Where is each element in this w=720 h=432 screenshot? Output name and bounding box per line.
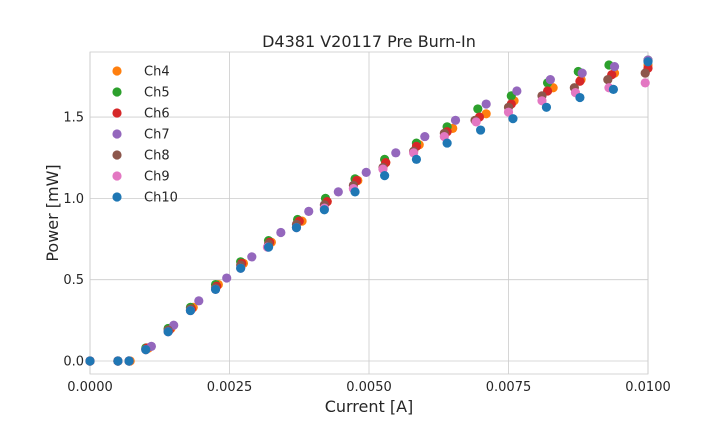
data-point xyxy=(85,356,95,366)
data-point xyxy=(163,327,173,337)
legend-marker xyxy=(112,108,122,118)
data-point xyxy=(291,223,302,233)
data-point xyxy=(113,356,123,366)
data-point xyxy=(350,187,360,197)
data-points xyxy=(85,55,653,366)
data-point xyxy=(247,252,257,262)
legend-marker xyxy=(112,171,122,181)
legend-label: Ch10 xyxy=(144,191,178,206)
legend-marker xyxy=(112,66,122,76)
data-point xyxy=(508,114,518,124)
data-point xyxy=(512,86,522,96)
data-point xyxy=(545,75,555,85)
legend-label: Ch7 xyxy=(144,128,170,143)
data-point xyxy=(471,117,481,127)
data-point xyxy=(210,284,221,295)
legend-item: Ch5 xyxy=(112,86,170,101)
data-point xyxy=(333,187,343,197)
data-point xyxy=(608,84,619,94)
legend-label: Ch4 xyxy=(144,65,170,80)
data-point xyxy=(473,104,483,114)
legend-item: Ch4 xyxy=(112,65,170,80)
y-tick-label: 0.0 xyxy=(63,354,84,369)
chart-title: D4381 V20117 Pre Burn-In xyxy=(262,32,476,51)
legend-item: Ch10 xyxy=(112,191,178,206)
data-point xyxy=(124,356,134,366)
data-point xyxy=(575,92,585,103)
data-point xyxy=(640,68,650,78)
y-tick-label: 1.5 xyxy=(63,111,84,126)
legend-marker xyxy=(112,150,122,160)
y-tick-label: 1.0 xyxy=(63,192,84,207)
legend-item: Ch7 xyxy=(112,128,170,143)
x-tick-label: 0.0050 xyxy=(346,380,392,395)
data-point xyxy=(411,154,422,164)
data-point xyxy=(577,68,587,78)
legend-label: Ch9 xyxy=(144,170,170,185)
data-point xyxy=(222,273,232,283)
data-point xyxy=(263,242,274,252)
data-point xyxy=(476,125,486,135)
axis-ticks: 0.0000 0.0025 0.0050 0.0075 0.0100 0.0 0.5 1.0 1… xyxy=(63,111,670,395)
legend-label: Ch6 xyxy=(144,107,170,122)
data-point xyxy=(185,305,196,316)
x-tick-label: 0.0025 xyxy=(207,380,253,395)
data-point xyxy=(609,62,620,72)
legend: Ch4 Ch5 Ch6 Ch7 Ch8 Ch9 Ch10 xyxy=(112,65,178,206)
data-point xyxy=(442,138,452,148)
legend-label: Ch5 xyxy=(144,86,170,101)
data-point xyxy=(194,296,204,306)
data-point xyxy=(541,102,552,112)
data-point xyxy=(503,107,514,117)
data-point xyxy=(276,227,286,238)
y-axis-title: Power [mW] xyxy=(43,164,62,261)
y-tick-label: 0.5 xyxy=(63,273,84,288)
x-tick-label: 0.0100 xyxy=(625,380,671,395)
data-point xyxy=(304,206,314,216)
x-tick-label: 0.0075 xyxy=(486,380,532,395)
data-point xyxy=(643,57,653,67)
data-point xyxy=(361,167,371,177)
legend-marker xyxy=(112,129,122,139)
legend-item: Ch6 xyxy=(112,107,170,122)
data-point xyxy=(575,76,585,86)
series-ch10 xyxy=(85,57,653,366)
data-point xyxy=(603,75,613,85)
x-axis-title: Current [A] xyxy=(325,397,414,416)
data-point xyxy=(236,263,246,273)
data-point xyxy=(380,171,390,181)
grid xyxy=(89,52,649,374)
legend-label: Ch8 xyxy=(144,149,170,164)
data-point xyxy=(319,205,329,215)
legend-marker xyxy=(112,192,122,202)
data-point xyxy=(391,148,401,158)
legend-item: Ch9 xyxy=(112,170,170,185)
legend-item: Ch8 xyxy=(112,149,170,164)
data-point xyxy=(141,345,151,355)
data-point xyxy=(420,131,430,142)
data-point xyxy=(481,99,491,109)
legend-marker xyxy=(112,87,122,97)
data-point xyxy=(640,78,650,88)
data-point xyxy=(450,115,461,125)
x-tick-label: 0.0000 xyxy=(67,380,113,395)
data-point xyxy=(537,96,547,106)
